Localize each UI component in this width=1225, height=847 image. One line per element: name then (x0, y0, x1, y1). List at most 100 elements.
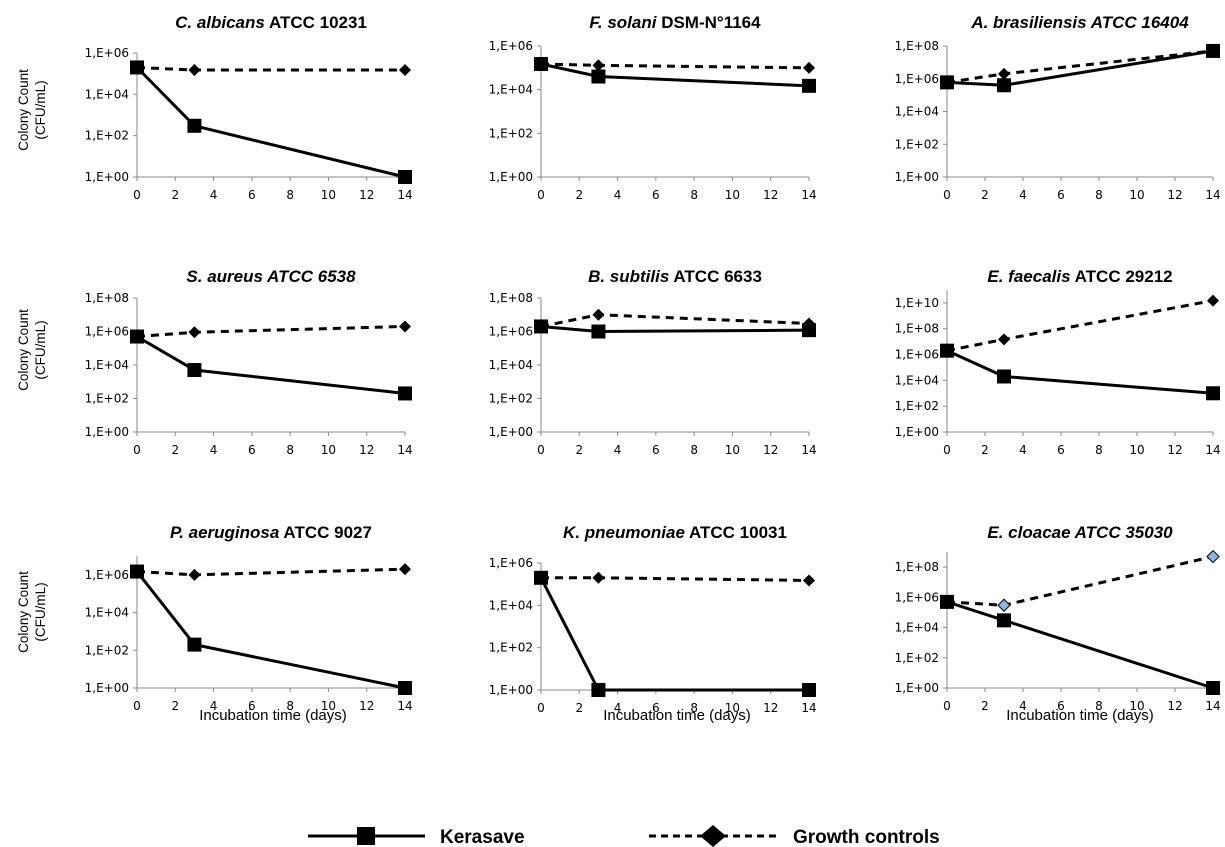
y-tick-label: 1,E+02 (489, 641, 533, 655)
data-point-kerasave (187, 363, 202, 378)
y-tick-label: 1,E+04 (895, 621, 939, 635)
x-tick-label: 14 (1205, 443, 1220, 457)
data-point-growth-controls (803, 61, 815, 74)
legend-kerasave-marker (357, 827, 375, 845)
x-tick-label: 10 (321, 443, 336, 457)
y-tick-label: 1,E+06 (895, 348, 939, 362)
x-tick-label: 2 (981, 188, 989, 202)
series-line-kerasave (135, 570, 406, 690)
x-tick-label: 8 (1095, 188, 1103, 202)
y-axis-label-line2: (CFU/mL) (33, 582, 48, 641)
data-point-kerasave (534, 56, 548, 71)
x-tick-label: 8 (286, 699, 294, 713)
data-point-growth-controls (592, 308, 605, 321)
chart-panel-2: F. solani DSM-N°1164 1,E+00 1,E+02 1,E+04 1,… (489, 13, 817, 202)
chart-title: K. pneumoniae ATCC 10031 (563, 523, 787, 542)
x-tick-label: 2 (981, 699, 989, 713)
data-point-kerasave (187, 637, 202, 652)
y-tick-label: 1,E+08 (85, 291, 129, 305)
data-point-kerasave (398, 170, 412, 184)
y-tick-label: 1,E+06 (85, 568, 129, 582)
data-point-growth-controls (188, 326, 201, 339)
y-tick-label: 1,E+10 (895, 296, 939, 310)
y-tick-label: 1,E+00 (85, 425, 129, 439)
y-tick-label: 1,E+06 (895, 590, 939, 604)
y-tick-label: 1,E+02 (85, 129, 129, 143)
x-tick-label: 8 (1095, 443, 1103, 457)
x-tick-label: 8 (286, 188, 294, 202)
x-axis-label-col-3: Incubation time (days) (1006, 707, 1154, 724)
x-tick-label: 0 (537, 701, 545, 715)
chart-title-species: K. pneumoniae (563, 523, 685, 542)
data-point-kerasave (940, 343, 954, 358)
data-point-kerasave (591, 324, 606, 339)
series-line-growth-controls (540, 62, 810, 70)
y-tick-label: 1,E+02 (85, 392, 129, 406)
y-tick-label: 1,E+00 (895, 425, 939, 439)
series-line-kerasave (136, 335, 406, 395)
x-tick-label: 4 (210, 699, 218, 713)
x-tick-label: 4 (1019, 699, 1027, 713)
y-tick-label: 1,E+08 (895, 560, 939, 574)
x-tick-label: 4 (614, 443, 622, 457)
chart-title-strain: ATCC 6538 (263, 267, 356, 286)
y-axis-label-line2: (CFU/mL) (33, 320, 48, 379)
y-tick-label: 1,E+06 (895, 72, 939, 86)
chart-title-species: B. subtilis (588, 267, 669, 286)
x-tick-label: 8 (690, 701, 698, 715)
legend-kerasave-label: Kerasave (440, 827, 525, 847)
y-tick-label: 1,E+02 (895, 651, 939, 665)
data-point-kerasave (187, 118, 202, 133)
x-tick-label: 8 (690, 443, 698, 457)
x-tick-label: 4 (614, 188, 622, 202)
series-line-kerasave (135, 66, 406, 179)
legend-controls-marker (700, 825, 726, 847)
y-axis-label-row-3: Colony Count (CFU/mL) (16, 571, 48, 653)
y-axis-label-line1: Colony Count (16, 309, 31, 391)
chart-title-strain: DSM-N°1164 (656, 13, 761, 32)
data-point-growth-controls (592, 571, 605, 584)
data-point-kerasave (802, 683, 816, 697)
x-tick-label: 2 (575, 701, 583, 715)
data-point-kerasave (802, 78, 816, 93)
chart-title-species: E. cloacae (987, 523, 1070, 542)
data-point-kerasave (997, 78, 1011, 93)
x-tick-label: 6 (248, 443, 256, 457)
y-tick-label: 1,E+06 (489, 325, 533, 339)
y-tick-label: 1,E+04 (489, 598, 533, 612)
x-tick-label: 4 (1019, 443, 1027, 457)
x-tick-label: 6 (1057, 699, 1065, 713)
chart-panel-1: C. albicans ATCC 10231 1,E+00 1,E+02 1,E+04… (85, 13, 413, 202)
chart-title: E. cloacae ATCC 35030 (987, 523, 1173, 542)
x-tick-label: 10 (1129, 188, 1144, 202)
data-point-kerasave (130, 564, 144, 579)
chart-panel-3: A. brasiliensis ATCC 16404 1,E+00 1,E+02 1,… (895, 13, 1221, 202)
x-tick-label: 0 (943, 443, 951, 457)
x-tick-label: 2 (171, 699, 179, 713)
data-point-growth-controls (997, 598, 1011, 612)
chart-panel-5: B. subtilis ATCC 6633 1,E+00 1,E+02 1,E+04 1… (489, 267, 817, 457)
chart-title-strain: ATCC 9027 (279, 523, 372, 542)
y-tick-label: 1,E+04 (489, 358, 533, 372)
series-line-growth-controls (946, 299, 1214, 353)
chart-panel-7: P. aeruginosa ATCC 9027 1,E+00 1,E+02 1,E+0… (85, 523, 413, 713)
y-tick-label: 1,E+06 (489, 39, 533, 53)
chart-title-species: C. albicans (175, 13, 265, 32)
x-tick-label: 14 (397, 699, 412, 713)
series-line-growth-controls (946, 555, 1214, 607)
chart-panel-4: S. aureus ATCC 6538 1,E+00 1,E+02 1,E+04 1,E… (85, 267, 413, 457)
y-axis-label-line1: Colony Count (16, 571, 31, 653)
x-tick-label: 10 (1129, 699, 1144, 713)
y-tick-label: 1,E+00 (895, 170, 939, 184)
x-tick-label: 14 (397, 443, 412, 457)
y-tick-label: 1,E+00 (85, 170, 129, 184)
x-tick-label: 12 (359, 699, 374, 713)
chart-title-species: A. brasiliensis (970, 13, 1086, 32)
chart-title-species: E. faecalis (987, 267, 1070, 286)
x-tick-label: 12 (1167, 443, 1182, 457)
x-tick-label: 10 (725, 443, 740, 457)
data-point-growth-controls (188, 568, 201, 581)
x-tick-label: 14 (801, 701, 816, 715)
x-tick-label: 0 (133, 699, 141, 713)
